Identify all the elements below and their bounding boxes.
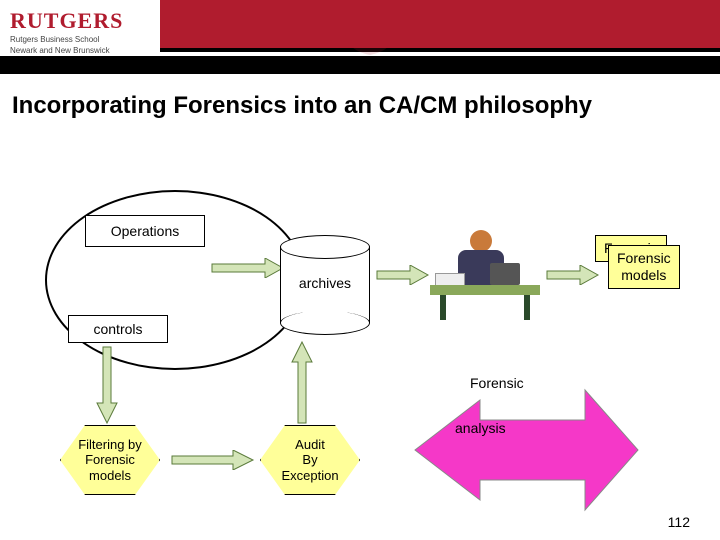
red-band <box>160 0 720 48</box>
black-thin-band <box>160 48 720 52</box>
arrow-filter-to-audit <box>170 450 255 470</box>
slide-title: Incorporating Forensics into an CA/CM ph… <box>12 92 592 120</box>
forensic-analysis-arrow <box>410 385 640 515</box>
cylinder-bottom <box>280 311 370 335</box>
forensic-models-label: Forensic models <box>617 250 671 283</box>
logo-subtitle2: Newark and New Brunswick <box>10 47 160 56</box>
header: RUTGERS Rutgers Business School Newark a… <box>0 0 720 70</box>
forensic-models-box: Forensic models <box>608 245 680 289</box>
desk-leg <box>524 295 530 320</box>
arrow-archives-to-desk <box>375 265 430 285</box>
arrow-ops-to-archives <box>210 258 285 278</box>
logo-text: RUTGERS <box>10 8 160 34</box>
audit-hexagon: Audit By Exception <box>260 425 360 495</box>
arrow-audit-to-cylinder <box>290 340 314 425</box>
black-band <box>0 56 720 74</box>
logo-subtitle1: Rutgers Business School <box>10 36 160 45</box>
filtering-hexagon: Filtering by Forensic models <box>60 425 160 495</box>
desk-surface <box>430 285 540 295</box>
computer-icon <box>490 263 520 285</box>
logo-area: RUTGERS Rutgers Business School Newark a… <box>10 8 160 56</box>
person-head <box>470 230 492 252</box>
controls-box: controls <box>68 315 168 343</box>
cylinder-top <box>280 235 370 259</box>
shield-watermark <box>340 0 400 55</box>
page-number: 112 <box>668 514 690 530</box>
person-at-desk <box>430 225 540 320</box>
desk-leg <box>440 295 446 320</box>
filtering-label: Filtering by Forensic models <box>78 437 142 484</box>
archives-label: archives <box>280 275 370 291</box>
diagram-area: Operations controls archives Forensic Fo… <box>0 130 720 540</box>
audit-label: Audit By Exception <box>281 437 338 484</box>
analysis-text: analysis <box>455 420 506 436</box>
operations-box: Operations <box>85 215 205 247</box>
arrow-controls-to-filter <box>95 345 119 425</box>
archives-cylinder: archives <box>280 235 370 335</box>
arrow-desk-to-models <box>545 265 600 285</box>
